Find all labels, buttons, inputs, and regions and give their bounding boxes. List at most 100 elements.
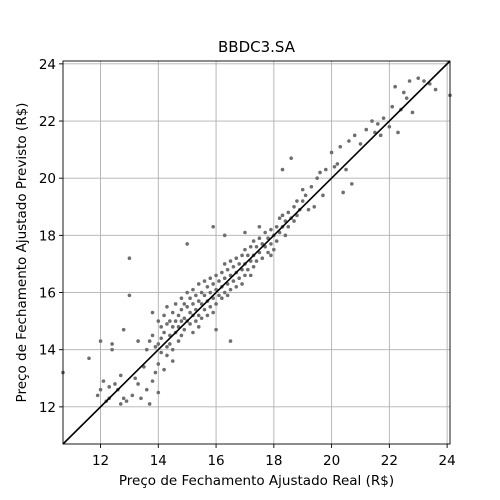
data-point bbox=[119, 374, 123, 378]
data-point bbox=[249, 274, 253, 278]
data-point bbox=[292, 219, 296, 223]
data-point bbox=[333, 165, 337, 169]
data-point bbox=[139, 396, 143, 400]
data-point bbox=[312, 205, 316, 209]
data-point bbox=[113, 382, 117, 386]
data-point bbox=[292, 205, 296, 209]
data-point bbox=[194, 319, 198, 323]
data-point bbox=[336, 162, 340, 166]
data-point bbox=[405, 96, 409, 100]
data-point bbox=[197, 314, 201, 318]
data-point bbox=[154, 371, 158, 375]
data-point bbox=[208, 305, 212, 309]
data-point bbox=[185, 242, 189, 246]
data-point bbox=[162, 368, 166, 372]
data-point bbox=[229, 288, 233, 292]
data-point bbox=[281, 168, 285, 172]
data-point bbox=[321, 194, 325, 198]
data-point bbox=[234, 256, 238, 260]
data-point bbox=[237, 276, 241, 280]
x-tick-label: 24 bbox=[439, 453, 456, 469]
data-point bbox=[269, 254, 273, 258]
y-tick-label: 18 bbox=[39, 228, 56, 244]
data-point bbox=[382, 116, 386, 120]
data-point bbox=[266, 251, 270, 255]
data-point bbox=[136, 339, 140, 343]
data-point bbox=[200, 291, 204, 295]
data-point bbox=[188, 322, 192, 326]
data-point bbox=[246, 268, 250, 272]
data-point bbox=[128, 256, 132, 260]
data-point bbox=[107, 385, 111, 389]
reference-line bbox=[63, 61, 450, 444]
data-point bbox=[191, 288, 195, 292]
data-point bbox=[344, 168, 348, 172]
data-point bbox=[278, 216, 282, 220]
data-point bbox=[96, 394, 100, 398]
data-point bbox=[252, 265, 256, 269]
x-tick-label: 16 bbox=[207, 453, 224, 469]
data-point bbox=[304, 194, 308, 198]
data-point bbox=[99, 339, 103, 343]
data-point bbox=[157, 319, 161, 323]
data-point bbox=[232, 279, 236, 283]
data-point bbox=[402, 91, 406, 95]
data-point bbox=[194, 294, 198, 298]
data-point bbox=[347, 139, 351, 143]
data-point bbox=[275, 239, 279, 243]
data-point bbox=[203, 294, 207, 298]
data-point bbox=[151, 379, 155, 383]
data-point bbox=[133, 376, 137, 380]
data-point bbox=[226, 268, 230, 272]
data-point bbox=[197, 325, 201, 329]
data-point bbox=[411, 111, 415, 115]
data-point bbox=[364, 128, 368, 132]
data-point bbox=[122, 396, 126, 400]
data-point bbox=[220, 271, 224, 275]
y-tick-label: 12 bbox=[39, 400, 56, 416]
data-point bbox=[214, 328, 218, 332]
data-point bbox=[208, 276, 212, 280]
data-point bbox=[188, 311, 192, 315]
data-point bbox=[87, 356, 91, 360]
y-tick-label: 20 bbox=[39, 171, 56, 187]
chart-title: BBDC3.SA bbox=[218, 38, 296, 56]
data-point bbox=[191, 331, 195, 335]
data-point bbox=[174, 319, 178, 323]
data-point bbox=[151, 334, 155, 338]
x-tick-label: 18 bbox=[265, 453, 282, 469]
data-point bbox=[246, 254, 250, 258]
data-point bbox=[125, 399, 129, 403]
data-point bbox=[275, 225, 279, 229]
data-point bbox=[159, 325, 163, 329]
data-point bbox=[162, 331, 166, 335]
data-point bbox=[324, 168, 328, 172]
data-point bbox=[191, 302, 195, 306]
data-point bbox=[408, 79, 412, 83]
data-point bbox=[197, 299, 201, 303]
data-point bbox=[249, 245, 253, 249]
data-point bbox=[182, 316, 186, 320]
data-point bbox=[390, 105, 394, 109]
data-point bbox=[182, 302, 186, 306]
x-tick-label: 12 bbox=[92, 453, 109, 469]
data-point bbox=[131, 394, 135, 398]
data-point bbox=[243, 248, 247, 252]
data-point bbox=[223, 291, 227, 295]
data-point bbox=[157, 342, 161, 346]
data-point bbox=[171, 359, 175, 363]
data-point bbox=[223, 234, 227, 238]
data-point bbox=[396, 131, 400, 135]
data-point bbox=[318, 171, 322, 175]
data-points bbox=[61, 76, 452, 405]
data-point bbox=[295, 199, 299, 203]
y-tick-label: 14 bbox=[39, 343, 56, 359]
data-point bbox=[330, 151, 334, 155]
data-point bbox=[206, 285, 210, 289]
data-point bbox=[220, 296, 224, 300]
data-point bbox=[180, 334, 184, 338]
data-point bbox=[188, 296, 192, 300]
data-point bbox=[177, 314, 181, 318]
data-point bbox=[145, 348, 149, 352]
data-point bbox=[151, 311, 155, 315]
